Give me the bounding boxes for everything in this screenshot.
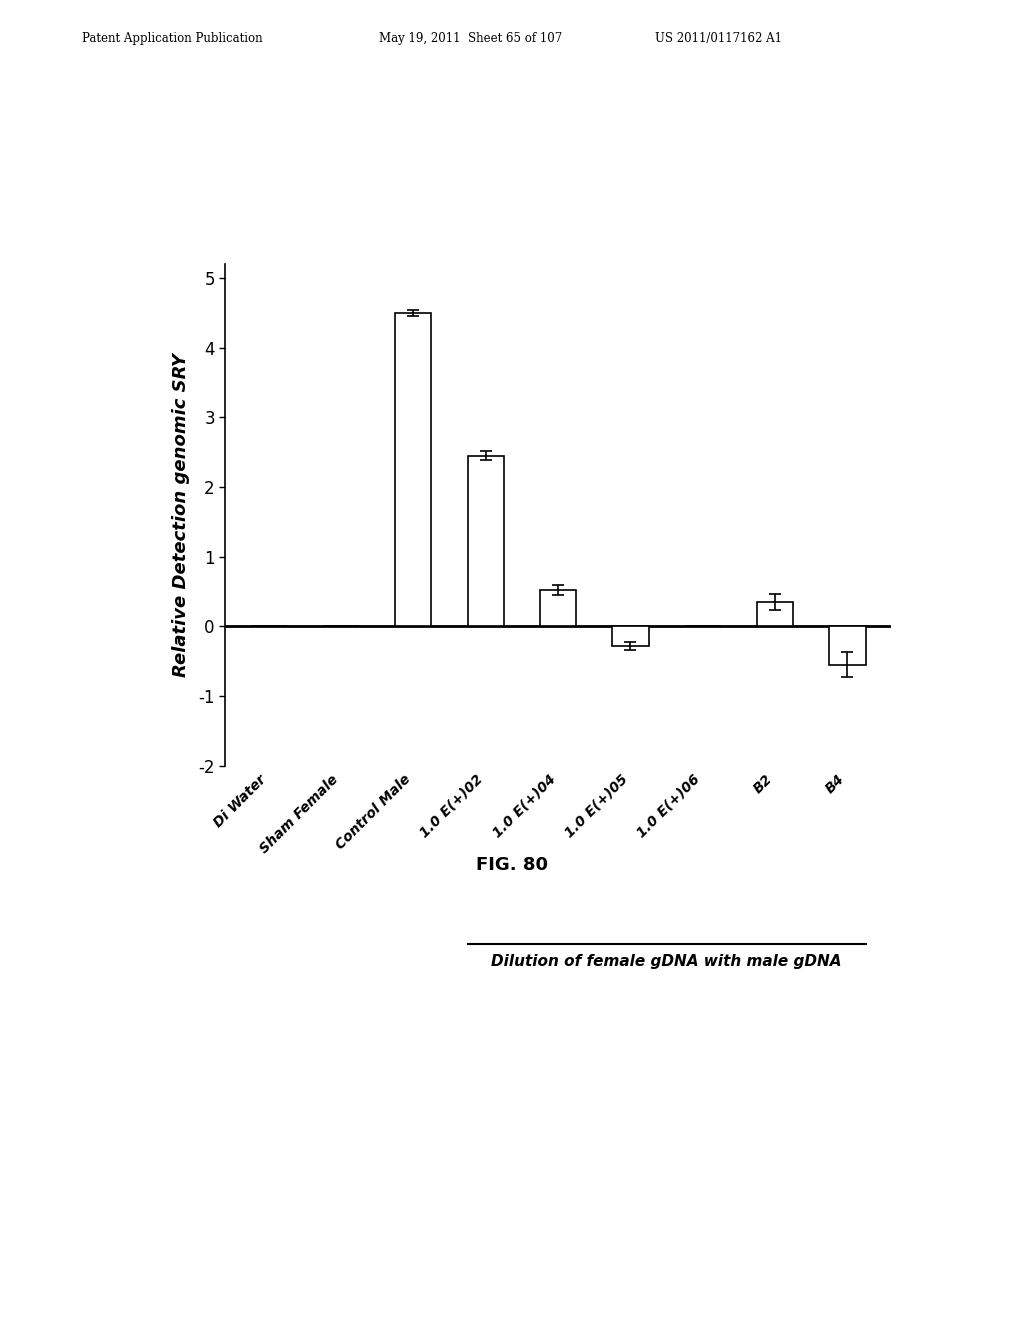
Bar [468,455,504,626]
Bar [757,602,794,626]
Text: Di Water: Di Water [211,772,268,830]
Y-axis label: Relative Detection genomic SRY: Relative Detection genomic SRY [172,352,190,677]
Bar [612,626,648,645]
Text: US 2011/0117162 A1: US 2011/0117162 A1 [655,32,782,45]
Text: B4: B4 [823,772,848,796]
Text: B2: B2 [751,772,775,796]
Bar [395,313,431,626]
Text: Dilution of female gDNA with male gDNA: Dilution of female gDNA with male gDNA [492,954,842,969]
Text: Patent Application Publication: Patent Application Publication [82,32,262,45]
Text: 1.0 E(+)04: 1.0 E(+)04 [489,772,558,841]
Text: Sham Female: Sham Female [257,772,341,855]
Text: 1.0 E(+)02: 1.0 E(+)02 [418,772,485,841]
Text: May 19, 2011  Sheet 65 of 107: May 19, 2011 Sheet 65 of 107 [379,32,562,45]
Bar [540,590,577,626]
Text: 1.0 E(+)06: 1.0 E(+)06 [635,772,702,841]
Text: FIG. 80: FIG. 80 [476,855,548,874]
Text: Control Male: Control Male [333,772,414,853]
Text: 1.0 E(+)05: 1.0 E(+)05 [562,772,631,841]
Bar [829,626,865,664]
